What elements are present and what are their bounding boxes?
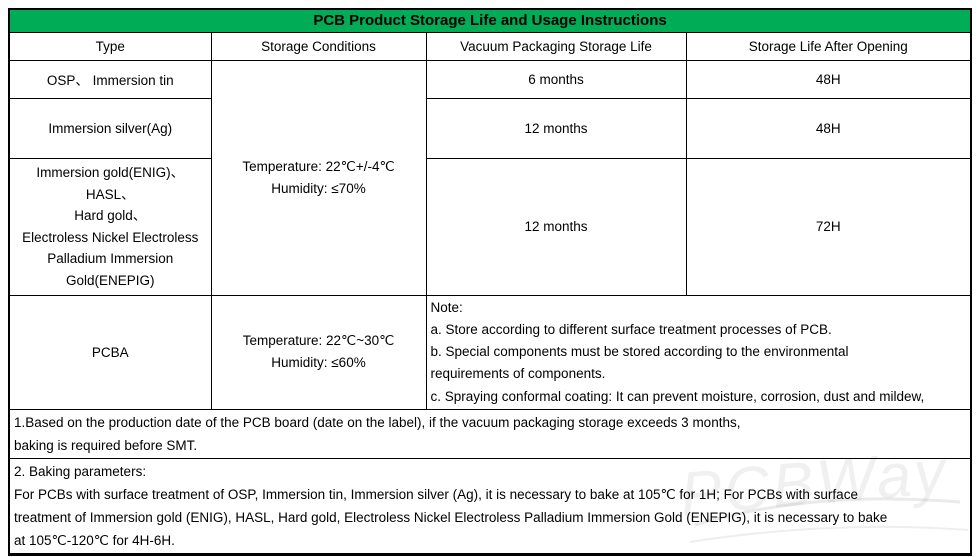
footnote-baking-parameters: 2. Baking parameters: For PCBs with surf… [8,457,972,555]
after-cell-silver: 48H [685,97,972,159]
table-row-pcba: PCBA Temperature: 22℃~30℃ Humidity: ≤60%… [8,294,972,410]
after-cell-gold: 72H [685,157,972,296]
type-cell-silver: Immersion silver(Ag) [8,97,212,159]
type-cell-osp: OSP、 Immersion tin [8,59,212,99]
storage-life-table-container: PCB Product Storage Life and Usage Instr… [8,8,973,556]
storage-life-table: PCB Product Storage Life and Usage Instr… [8,8,973,556]
col-header-after-opening: Storage Life After Opening [685,31,972,61]
conditions-cell-pcba: Temperature: 22℃~30℃ Humidity: ≤60% [210,294,427,410]
vacuum-cell-osp: 6 months [425,59,687,99]
col-header-storage-conditions: Storage Conditions [210,31,427,61]
table-row-silver: Immersion silver(Ag) 12 months 48H [8,97,972,159]
type-cell-gold: Immersion gold(ENIG)、 HASL、 Hard gold、 E… [8,157,212,296]
footnote-row-1: 1.Based on the production date of the PC… [8,408,972,459]
conditions-cell-pcb: Temperature: 22℃+/-4℃ Humidity: ≤70% [210,59,427,296]
col-header-vacuum-life: Vacuum Packaging Storage Life [425,31,687,61]
vacuum-cell-silver: 12 months [425,97,687,159]
title-row: PCB Product Storage Life and Usage Instr… [8,8,972,33]
col-header-type: Type [8,31,212,61]
column-header-row: Type Storage Conditions Vacuum Packaging… [8,31,972,61]
vacuum-cell-gold: 12 months [425,157,687,296]
after-cell-osp: 48H [685,59,972,99]
page-title: PCB Product Storage Life and Usage Instr… [8,8,972,33]
type-cell-pcba: PCBA [8,294,212,410]
table-row-osp: OSP、 Immersion tin Temperature: 22℃+/-4℃… [8,59,972,296]
footnote-baking-required: 1.Based on the production date of the PC… [8,408,972,459]
table-row-gold: Immersion gold(ENIG)、 HASL、 Hard gold、 E… [8,157,972,296]
footnote-row-2: 2. Baking parameters: For PCBs with surf… [8,457,972,555]
note-cell: Note: a. Store according to different su… [425,294,972,410]
